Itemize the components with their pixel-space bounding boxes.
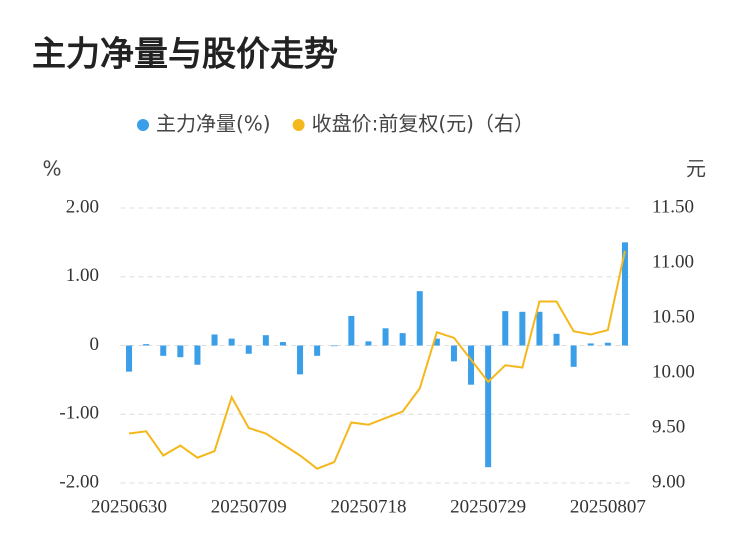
bar bbox=[468, 345, 475, 385]
bar bbox=[297, 345, 304, 375]
legend-label: 主力净量(%) bbox=[156, 112, 271, 136]
bar bbox=[126, 345, 133, 372]
x-tick-label: 20250630 bbox=[91, 496, 167, 517]
bar bbox=[177, 345, 184, 358]
bar bbox=[211, 334, 218, 346]
bar bbox=[160, 345, 167, 356]
y2-tick-label: 9.50 bbox=[652, 416, 685, 437]
x-tick-label: 20250709 bbox=[211, 496, 287, 517]
bar bbox=[621, 242, 628, 346]
bar bbox=[570, 345, 577, 367]
bar bbox=[587, 343, 594, 346]
bar bbox=[416, 291, 423, 346]
x-tick-label: 20250807 bbox=[570, 496, 646, 517]
bar bbox=[553, 333, 560, 346]
bar bbox=[245, 345, 252, 354]
y2-tick-label: 10.50 bbox=[652, 306, 695, 327]
bar bbox=[228, 338, 235, 346]
bar bbox=[262, 335, 269, 346]
price-line bbox=[128, 250, 626, 470]
bar bbox=[433, 338, 440, 346]
y-axis-label: % bbox=[42, 157, 61, 181]
y-tick-label: 1.00 bbox=[66, 265, 99, 286]
bar bbox=[382, 328, 389, 346]
y-tick-label: 0 bbox=[90, 334, 100, 355]
bar bbox=[450, 345, 457, 362]
bar bbox=[365, 341, 372, 346]
bar bbox=[314, 345, 321, 356]
y-tick-label: 2.00 bbox=[66, 196, 99, 217]
chart-title: 主力净量与股价走势 bbox=[32, 35, 338, 75]
bar bbox=[485, 345, 492, 468]
bar bbox=[331, 345, 338, 347]
bar bbox=[502, 311, 509, 346]
bar bbox=[143, 344, 150, 346]
y-tick-label: -2.00 bbox=[59, 471, 99, 492]
y2-axis-label: 元 bbox=[686, 157, 706, 181]
bar bbox=[279, 342, 286, 346]
y2-tick-label: 11.50 bbox=[652, 196, 694, 217]
y-tick-label: -1.00 bbox=[59, 403, 99, 424]
legend-marker bbox=[292, 119, 305, 131]
bar bbox=[348, 315, 355, 346]
y2-tick-label: 10.00 bbox=[652, 361, 695, 382]
y2-tick-label: 9.00 bbox=[652, 471, 685, 492]
legend-label: 收盘价:前复权(元)（右） bbox=[312, 112, 534, 136]
bar bbox=[536, 311, 543, 346]
bar bbox=[604, 342, 611, 346]
bar bbox=[519, 311, 526, 346]
bar bbox=[194, 345, 201, 365]
bar bbox=[399, 333, 406, 346]
x-tick-label: 20250729 bbox=[450, 496, 526, 517]
x-tick-label: 20250718 bbox=[330, 496, 406, 517]
y2-tick-label: 11.00 bbox=[652, 251, 694, 272]
legend-marker bbox=[137, 119, 149, 131]
